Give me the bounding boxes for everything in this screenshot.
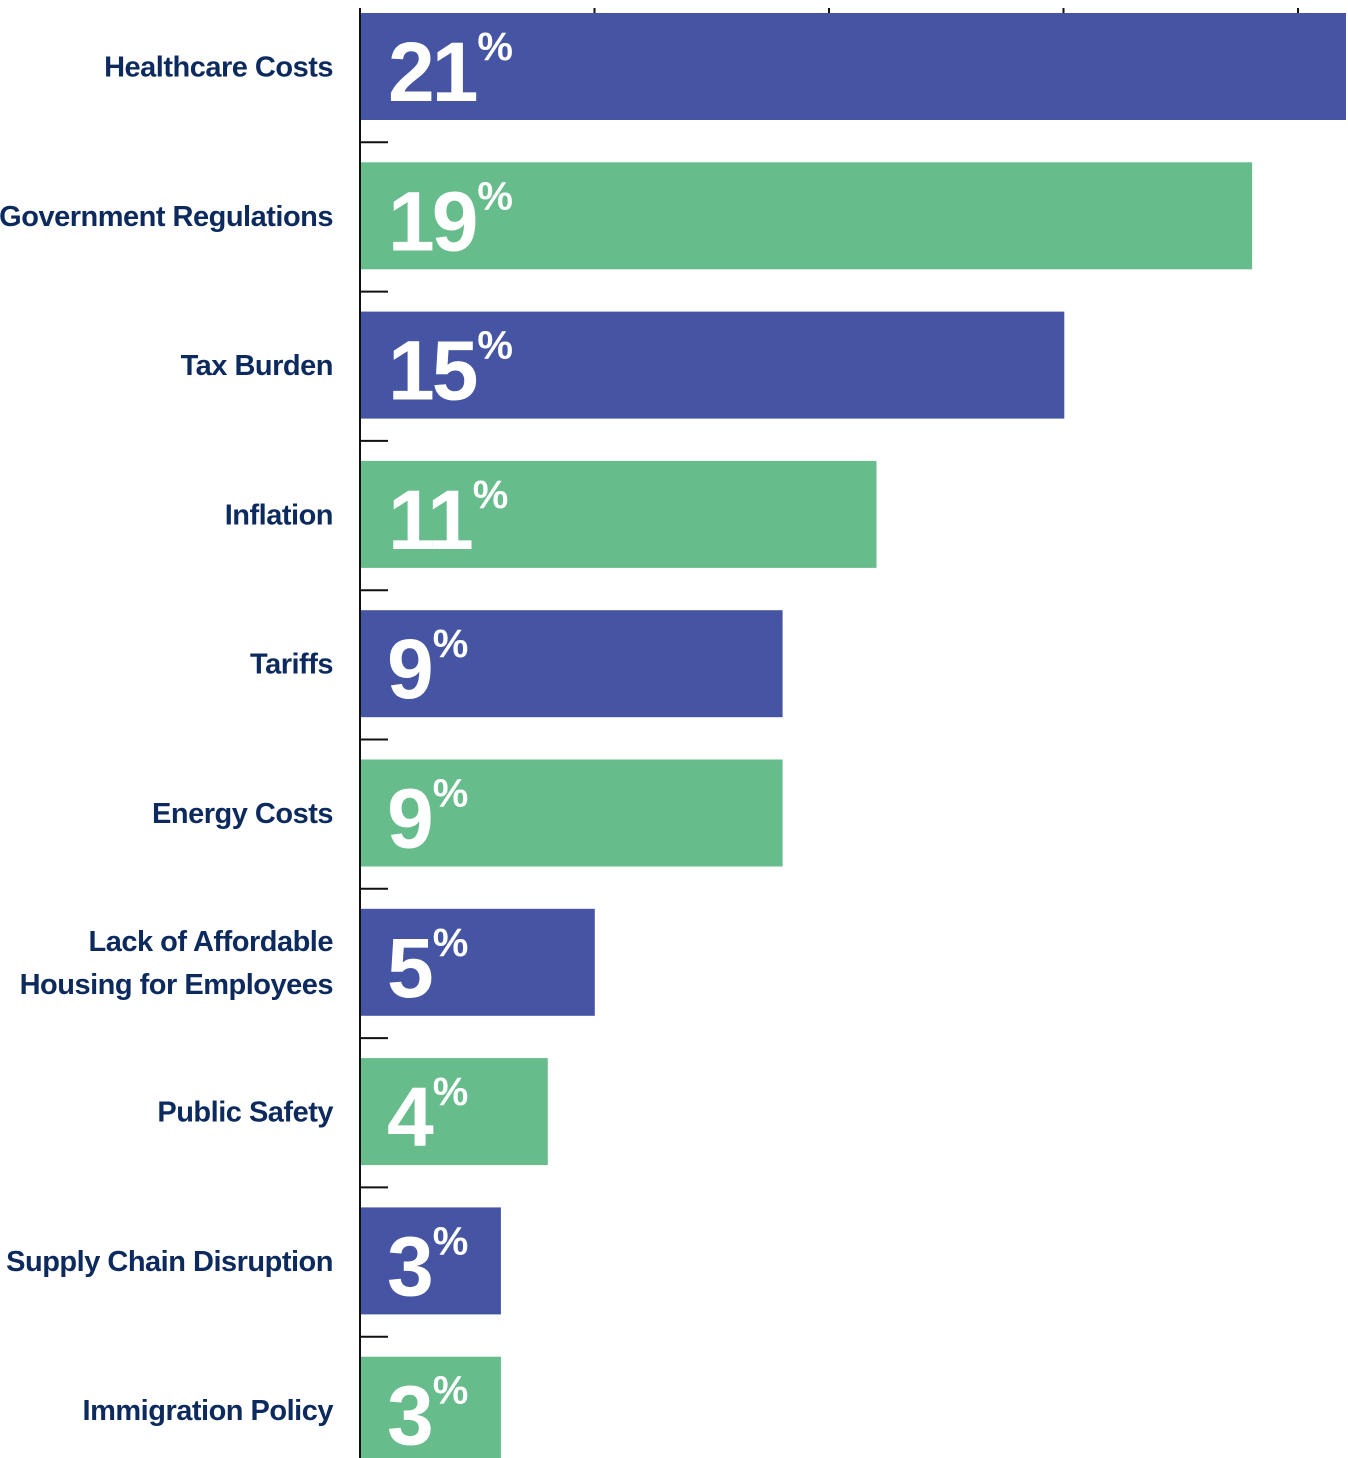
category-label-7-line-1: Lack of Affordable bbox=[88, 926, 333, 958]
value-suffix-10: % bbox=[433, 1369, 469, 1413]
y-axis bbox=[359, 8, 388, 1458]
category-label-3: Tax Burden bbox=[181, 350, 333, 382]
bar-5 bbox=[360, 610, 783, 718]
bar-2 bbox=[360, 162, 1253, 270]
bar-8 bbox=[360, 1058, 548, 1166]
value-label-4: 11 bbox=[388, 473, 472, 567]
bar-4 bbox=[360, 460, 877, 568]
bar-7 bbox=[360, 908, 595, 1016]
value-suffix-2: % bbox=[477, 174, 513, 218]
bar-1 bbox=[360, 13, 1346, 120]
value-label-1: 21 bbox=[388, 25, 477, 119]
value-label-9: 3 bbox=[387, 1219, 431, 1313]
value-suffix-1: % bbox=[477, 25, 513, 69]
value-suffix-6: % bbox=[433, 772, 469, 816]
category-label-6: Energy Costs bbox=[152, 798, 333, 830]
category-label-10: Immigration Policy bbox=[83, 1395, 334, 1427]
value-label-10: 3 bbox=[387, 1369, 431, 1458]
category-label-1: Healthcare Costs bbox=[104, 52, 333, 84]
value-labels: 21 %19 %15 %11 %9 %9 %5 %4 %3 %3% bbox=[387, 25, 513, 1458]
category-label-4: Inflation bbox=[225, 499, 333, 531]
category-label-7-line-2: Housing for Employees bbox=[20, 969, 333, 1001]
bars bbox=[360, 13, 1346, 1458]
bar-3 bbox=[360, 311, 1065, 419]
value-suffix-7: % bbox=[433, 921, 469, 965]
value-label-2: 19 bbox=[388, 174, 476, 268]
value-label-5: 9 bbox=[387, 622, 431, 716]
value-label-8: 4 bbox=[387, 1070, 434, 1164]
value-label-7: 5 bbox=[387, 921, 432, 1015]
bar-6 bbox=[360, 759, 783, 867]
value-suffix-5: % bbox=[433, 622, 469, 666]
value-label-3: 15 bbox=[388, 324, 477, 418]
category-label-9: Supply Chain Disruption bbox=[6, 1246, 333, 1278]
category-label-2: Government Regulations bbox=[0, 201, 333, 233]
bar-9 bbox=[360, 1207, 501, 1315]
bar-10 bbox=[360, 1356, 501, 1458]
value-suffix-8: % bbox=[433, 1070, 469, 1114]
category-label-8: Public Safety bbox=[157, 1097, 333, 1129]
value-suffix-3: % bbox=[477, 324, 513, 368]
value-label-6: 9 bbox=[387, 772, 431, 866]
category-labels: Healthcare Costs Government Regulations Ta… bbox=[0, 52, 334, 1428]
category-label-5: Tariffs bbox=[250, 649, 333, 681]
value-suffix-9: % bbox=[433, 1219, 469, 1263]
value-suffix-4: % bbox=[473, 473, 509, 517]
